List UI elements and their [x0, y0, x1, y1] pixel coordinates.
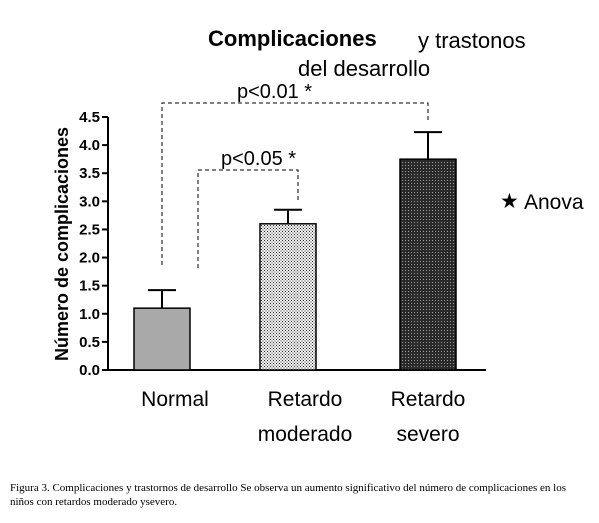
y-tick-label: 0.5: [79, 334, 100, 351]
y-tick-label: 1.5: [79, 278, 100, 295]
legend-star-icon: ★: [500, 190, 519, 213]
category-label-2-line2: severo: [396, 423, 459, 446]
bracket-p005: [197, 169, 299, 268]
bar-chart: Complicaciones y trastonos del desarroll…: [52, 26, 584, 446]
y-tick-label: 3.0: [79, 193, 100, 210]
y-tick-label: 1.0: [79, 306, 100, 323]
bars: [133, 158, 457, 371]
y-axis: 0.0 0.5 1.0 1.5 2.0 2.5 3.0 3.5 4.0 4.5: [79, 109, 109, 379]
bar-1: [259, 223, 317, 371]
category-label-0: Normal: [141, 388, 209, 411]
legend-label: Anova: [524, 191, 584, 214]
bar-0: [133, 307, 191, 371]
category-labels: Normal Retardo moderado Retardo severo: [141, 388, 465, 446]
chart-title-rest-line1: y trastonos: [418, 28, 526, 53]
y-tick-label: 4.0: [79, 137, 100, 154]
bar-2: [399, 158, 457, 371]
y-tick-label: 2.0: [79, 250, 100, 267]
chart-title-bold: Complicaciones: [208, 26, 377, 51]
significance-annotations: p<0.05 * p<0.01 *: [161, 81, 429, 268]
error-bars: [148, 131, 442, 309]
y-tick-label: 4.5: [79, 109, 100, 126]
y-tick-label: 0.0: [79, 362, 100, 379]
figure-caption: Figura 3. Complicaciones y trastornos de…: [10, 482, 566, 508]
annotation-p001: p<0.01 *: [237, 81, 312, 103]
y-tick-label: 3.5: [79, 165, 100, 182]
category-label-2: Retardo: [391, 388, 466, 411]
category-label-1-line2: moderado: [258, 423, 353, 446]
y-tick-label: 2.5: [79, 221, 100, 238]
y-axis-label: Número de complicaciones: [52, 127, 72, 361]
bracket-p001: [161, 102, 429, 265]
annotation-p005: p<0.05 *: [221, 148, 296, 170]
category-label-1: Retardo: [268, 388, 343, 411]
chart-title-rest-line2: del desarrollo: [298, 56, 430, 81]
